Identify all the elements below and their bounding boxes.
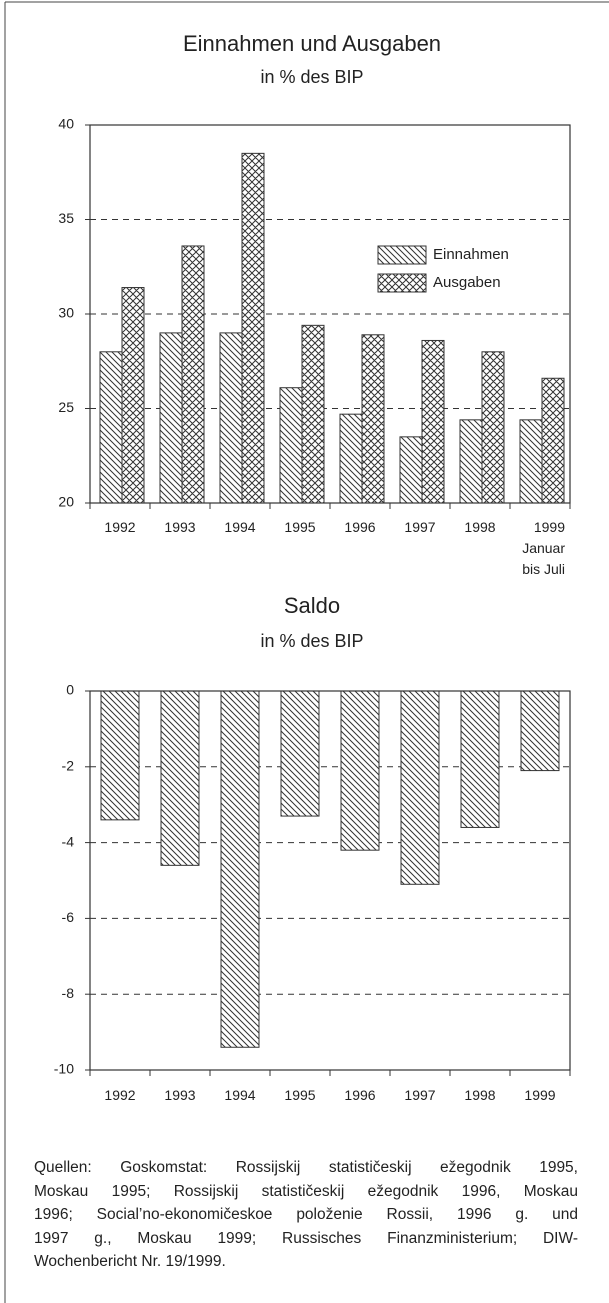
bar [459, 419, 483, 504]
source-line: 1996; Social’no-ekonomičeskoe položenie … [34, 1206, 578, 1223]
source-line: Quellen: Goskomstat: Rossijskij statisti… [34, 1159, 578, 1176]
bar [541, 377, 565, 504]
x-tick-label: 1993 [164, 519, 196, 535]
y-tick-label: 20 [58, 494, 74, 510]
x-tick-label: 1993 [164, 1087, 196, 1103]
plot-frame [89, 124, 571, 504]
x-tick-label: 1999 [524, 1087, 556, 1103]
bar [460, 690, 500, 828]
bar [160, 690, 200, 866]
y-tick-label: -8 [62, 985, 75, 1001]
bar [361, 334, 385, 504]
bar [481, 351, 505, 504]
bar [280, 690, 320, 817]
x-tick-label: 1992 [104, 519, 136, 535]
chart-title: Saldo [284, 593, 340, 618]
y-tick-label: -6 [62, 909, 75, 925]
bar [400, 690, 440, 885]
x-tick-label: 1998 [464, 1087, 496, 1103]
x-tick-label: 1992 [104, 1087, 136, 1103]
legend-label: Einnahmen [433, 246, 509, 263]
x-tick-label: 1995 [284, 1087, 316, 1103]
bar [241, 152, 265, 504]
bar [181, 245, 205, 504]
y-tick-label: -2 [62, 758, 75, 774]
x-tick-label: 1994 [224, 1087, 256, 1103]
x-tick-label: 1999 Januar bis Juli [522, 519, 565, 577]
source-line: Wochenbericht Nr. 19/1999. [34, 1253, 226, 1270]
chart-subtitle: in % des BIP [260, 67, 363, 87]
x-tick-label: 1996 [344, 1087, 376, 1103]
y-tick-label: -10 [54, 1061, 74, 1077]
bar [301, 324, 325, 504]
bar [340, 690, 380, 851]
chart-title: Einnahmen und Ausgaben [183, 31, 441, 56]
y-tick-label: 30 [58, 305, 74, 321]
bar [121, 287, 145, 504]
bar [220, 690, 260, 1048]
bar [421, 339, 445, 504]
bar [339, 413, 363, 504]
y-tick-label: 35 [58, 210, 74, 226]
bar [159, 332, 183, 504]
y-tick-label: 25 [58, 399, 74, 415]
bar [520, 690, 560, 772]
x-tick-label: 1997 [404, 519, 436, 535]
chart-subtitle: in % des BIP [260, 631, 363, 651]
bar [519, 419, 543, 504]
bar [399, 436, 423, 504]
legend-label: Ausgaben [433, 274, 501, 291]
x-tick-label: 1995 [284, 519, 316, 535]
x-tick-label: 1998 [464, 519, 496, 535]
bar [100, 690, 140, 821]
source-line: Moskau 1995; Rossijskij statističeskij e… [34, 1182, 578, 1200]
y-tick-label: 40 [58, 116, 74, 132]
bar [279, 387, 303, 504]
legend-swatch [377, 273, 427, 293]
source-note: Quellen: Goskomstat: Rossijskij statisti… [34, 1156, 578, 1274]
plot-frame [89, 690, 571, 1071]
y-tick-label: 0 [66, 682, 74, 698]
bar [99, 351, 123, 504]
x-tick-label: 1997 [404, 1087, 436, 1103]
bar [219, 332, 243, 504]
y-tick-label: -4 [62, 833, 75, 849]
x-tick-label: 1994 [224, 519, 256, 535]
x-tick-label: 1996 [344, 519, 376, 535]
source-line: 1997 g., Moskau 1999; Russisches Finanzm… [34, 1229, 578, 1247]
legend-swatch [377, 245, 427, 265]
